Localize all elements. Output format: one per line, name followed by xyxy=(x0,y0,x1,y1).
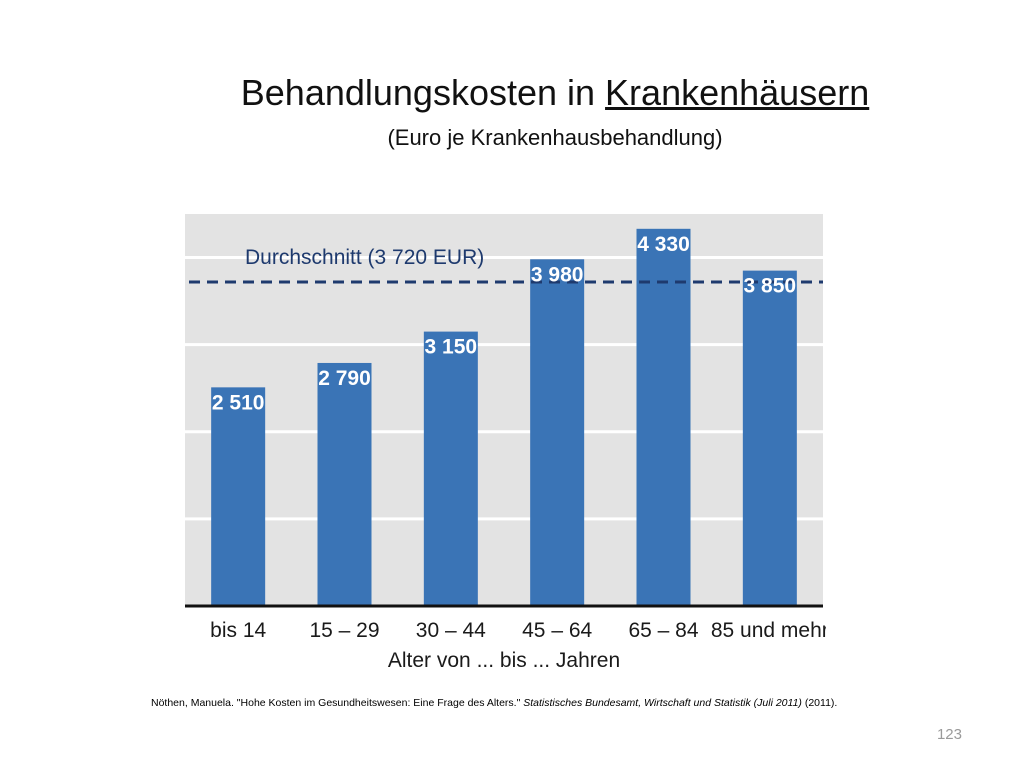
citation-year: (2011). xyxy=(801,697,838,709)
data-label: 4 330 xyxy=(637,233,690,256)
data-label: 3 980 xyxy=(531,263,584,286)
x-tick-label: 30 – 44 xyxy=(416,619,486,642)
citation-text: Nöthen, Manuela. "Hohe Kosten im Gesundh… xyxy=(151,697,524,709)
bar xyxy=(636,228,691,606)
page-number: 123 xyxy=(936,726,962,743)
x-tick-label: 45 – 64 xyxy=(522,619,592,642)
slide-title-underlined: Krankenhäusern xyxy=(605,72,870,113)
bar xyxy=(530,259,585,606)
data-label: 3 850 xyxy=(744,275,797,298)
bar xyxy=(317,362,372,606)
slide-title-main: Behandlungskosten in xyxy=(240,72,606,113)
average-label: Durchschnitt (3 720 EUR) xyxy=(245,246,484,269)
x-tick-label: 15 – 29 xyxy=(309,619,379,642)
bar xyxy=(742,270,797,606)
slide-subtitle: (Euro je Krankenhausbehandlung) xyxy=(387,125,723,150)
bar xyxy=(423,331,478,606)
data-label: 2 510 xyxy=(212,391,265,414)
citation-source: Statistisches Bundesamt, Wirtschaft und … xyxy=(523,697,802,709)
data-label: 2 790 xyxy=(318,367,371,390)
bar xyxy=(211,387,266,606)
data-label: 3 150 xyxy=(425,336,478,359)
citation: Nöthen, Manuela. "Hohe Kosten im Gesundh… xyxy=(151,697,911,709)
x-axis-label: Alter von ... bis ... Jahren xyxy=(388,649,620,672)
x-tick-label: bis 14 xyxy=(210,619,266,642)
plot-background xyxy=(185,214,823,606)
slide-title: Behandlungskosten in Krankenhäusern xyxy=(0,72,1024,114)
bar-chart: Durchschnitt (3 720 EUR) 2 510 2 790 3 150 3… xyxy=(185,214,826,672)
x-tick-label: 85 und mehr xyxy=(711,619,826,642)
x-tick-label: 65 – 84 xyxy=(628,619,698,642)
